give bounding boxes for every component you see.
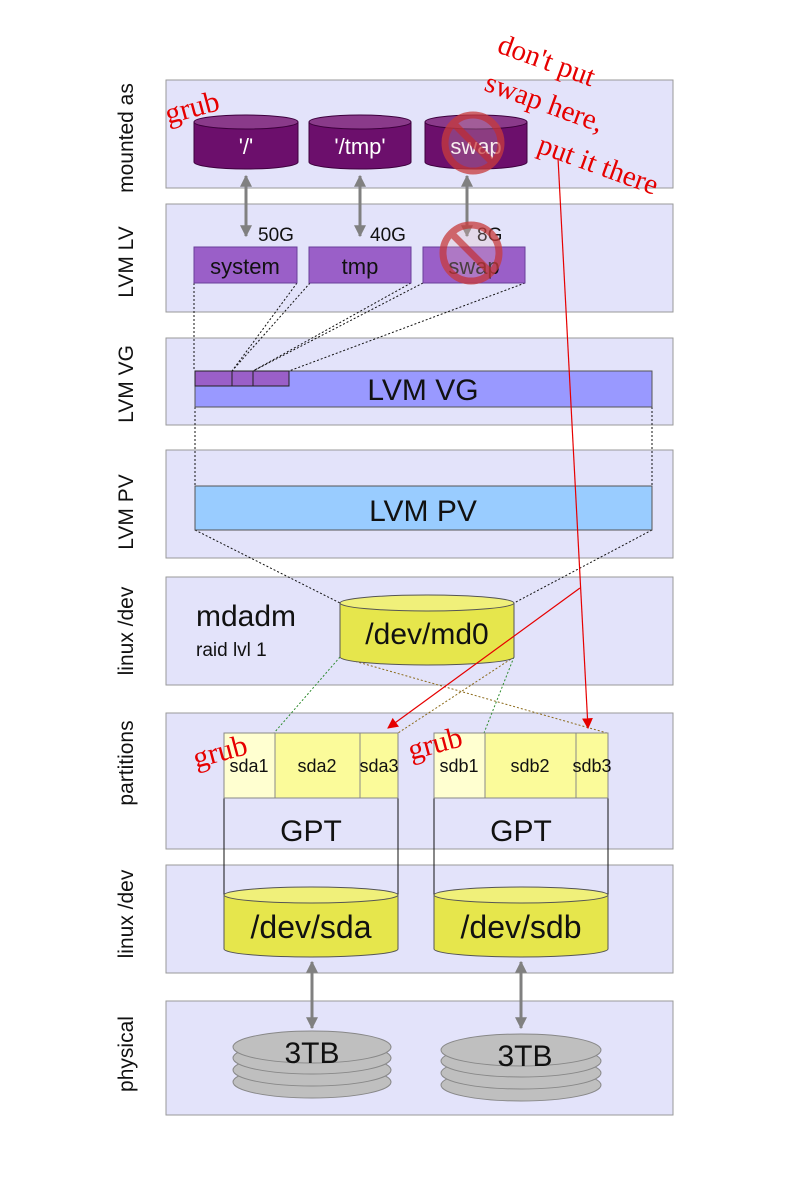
prohibited-icon <box>439 221 503 285</box>
layer-label-partitions: partitions <box>115 720 138 805</box>
partition-sda3-label: sda3 <box>359 756 398 776</box>
mdadm-label: mdadm <box>196 600 296 633</box>
partition-sda3 <box>359 732 399 799</box>
partition-sdb3-label: sdb3 <box>572 756 611 776</box>
partition-sdb3 <box>575 732 609 799</box>
gpt-label-sdb: GPT <box>490 815 552 848</box>
lv-tmp-label: tmp <box>342 254 379 279</box>
red-arrow-to-sdb3 <box>557 157 593 730</box>
partition-sdb2-label: sdb2 <box>510 756 549 776</box>
layer-label-physical: physical <box>115 1016 138 1092</box>
dev-sdb-cylinder: /dev/sdb <box>433 886 609 958</box>
prohibited-icon <box>441 111 505 175</box>
red-arrow-to-sda3 <box>387 587 581 729</box>
mount-tmp-cylinder: '/tmp' <box>308 114 412 170</box>
layer-label-pv: LVM PV <box>115 474 138 549</box>
pv-label: LVM PV <box>369 495 477 528</box>
physical-volume-bar: LVM PV <box>194 485 653 531</box>
vg-label: LVM VG <box>367 374 478 407</box>
partition-table-sdb: sdb1 sdb2 sdb3 GPT <box>433 732 612 904</box>
dev-sdb-label: /dev/sdb <box>461 909 582 945</box>
partition-sda2-label: sda2 <box>297 756 336 776</box>
lv-system: system 50G <box>193 225 298 284</box>
swap-note-arrows <box>387 157 593 730</box>
dashed-connectors <box>193 282 653 604</box>
partition-sdb1-label: sdb1 <box>439 756 478 776</box>
partition-sda2 <box>274 732 361 799</box>
raid-level-label: raid lvl 1 <box>196 640 267 661</box>
partition-sda1-label: sda1 <box>229 756 268 776</box>
dev-sda-label: /dev/sda <box>251 909 372 945</box>
lv-tmp-size: 40G <box>370 225 406 246</box>
gpt-label-sda: GPT <box>280 815 342 848</box>
raid-mirror-connectors <box>273 656 608 734</box>
disk-capacity-sdb: 3TB <box>497 1040 552 1073</box>
md0-cylinder: /dev/md0 <box>339 594 515 666</box>
layer-label-mounted: mounted as <box>115 83 138 193</box>
layer-label-dev-md: linux /dev <box>115 586 138 675</box>
lv-system-label: system <box>210 254 280 279</box>
lv-tmp: tmp 40G <box>308 225 412 284</box>
dev-sda-cylinder: /dev/sda <box>223 886 399 958</box>
disk-capacity-sda: 3TB <box>284 1037 339 1070</box>
layer-label-vg: LVM VG <box>115 345 138 423</box>
vg-extent-tmp <box>231 370 254 387</box>
md0-label: /dev/md0 <box>365 618 488 651</box>
lv-system-size: 50G <box>258 225 294 246</box>
mount-root-cylinder: '/' <box>193 114 299 170</box>
partition-table-sda: sda1 sda2 sda3 GPT <box>223 732 399 904</box>
layer-label-dev-disks: linux /dev <box>115 869 138 958</box>
dev-physical-arrows <box>306 960 527 1030</box>
mount-root-label: '/' <box>239 134 254 159</box>
mount-tmp-label: '/tmp' <box>334 134 385 159</box>
physical-disk-sda: 3TB <box>232 1030 392 1099</box>
vg-extent-swap <box>252 370 290 387</box>
layer-label-lv: LVM LV <box>115 226 138 298</box>
partition-sdb1 <box>433 732 486 799</box>
volume-group-bar: LVM VG <box>194 370 653 408</box>
physical-disk-sdb: 3TB <box>440 1033 602 1102</box>
vg-extent-system <box>194 370 233 387</box>
